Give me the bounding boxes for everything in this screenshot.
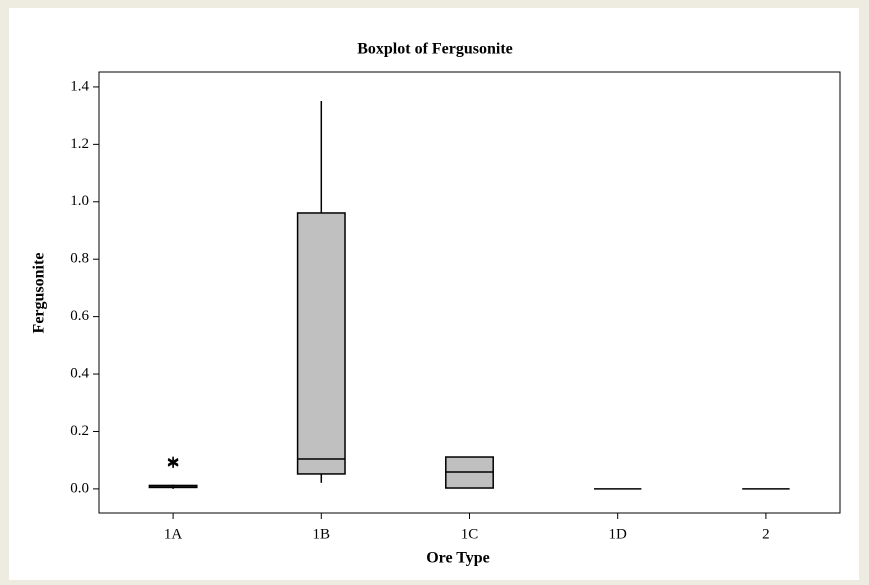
outlier (167, 458, 179, 469)
y-axis-label: Fergusonite (31, 253, 48, 334)
chart-title: Boxplot of Fergusonite (357, 41, 513, 58)
y-tick-label: 0.8 (70, 251, 89, 267)
chart-background (9, 8, 859, 580)
y-tick-label: 0.0 (70, 480, 89, 496)
x-tick-label: 1D (609, 526, 628, 542)
y-tick-label: 0.2 (70, 423, 89, 439)
y-tick-label: 0.4 (70, 365, 89, 381)
x-tick-label: 1C (461, 526, 479, 542)
x-axis-label: Ore Type (426, 550, 490, 567)
y-tick-label: 1.2 (70, 136, 89, 152)
x-tick-label: 2 (762, 526, 770, 542)
y-tick-label: 0.6 (70, 308, 89, 324)
y-tick-label: 1.0 (70, 193, 89, 209)
box (296, 212, 346, 475)
x-tick-label: 1A (164, 526, 183, 542)
y-tick-label: 1.4 (70, 78, 89, 94)
outlier-symbol (167, 458, 179, 469)
x-tick-label: 1B (313, 526, 331, 542)
